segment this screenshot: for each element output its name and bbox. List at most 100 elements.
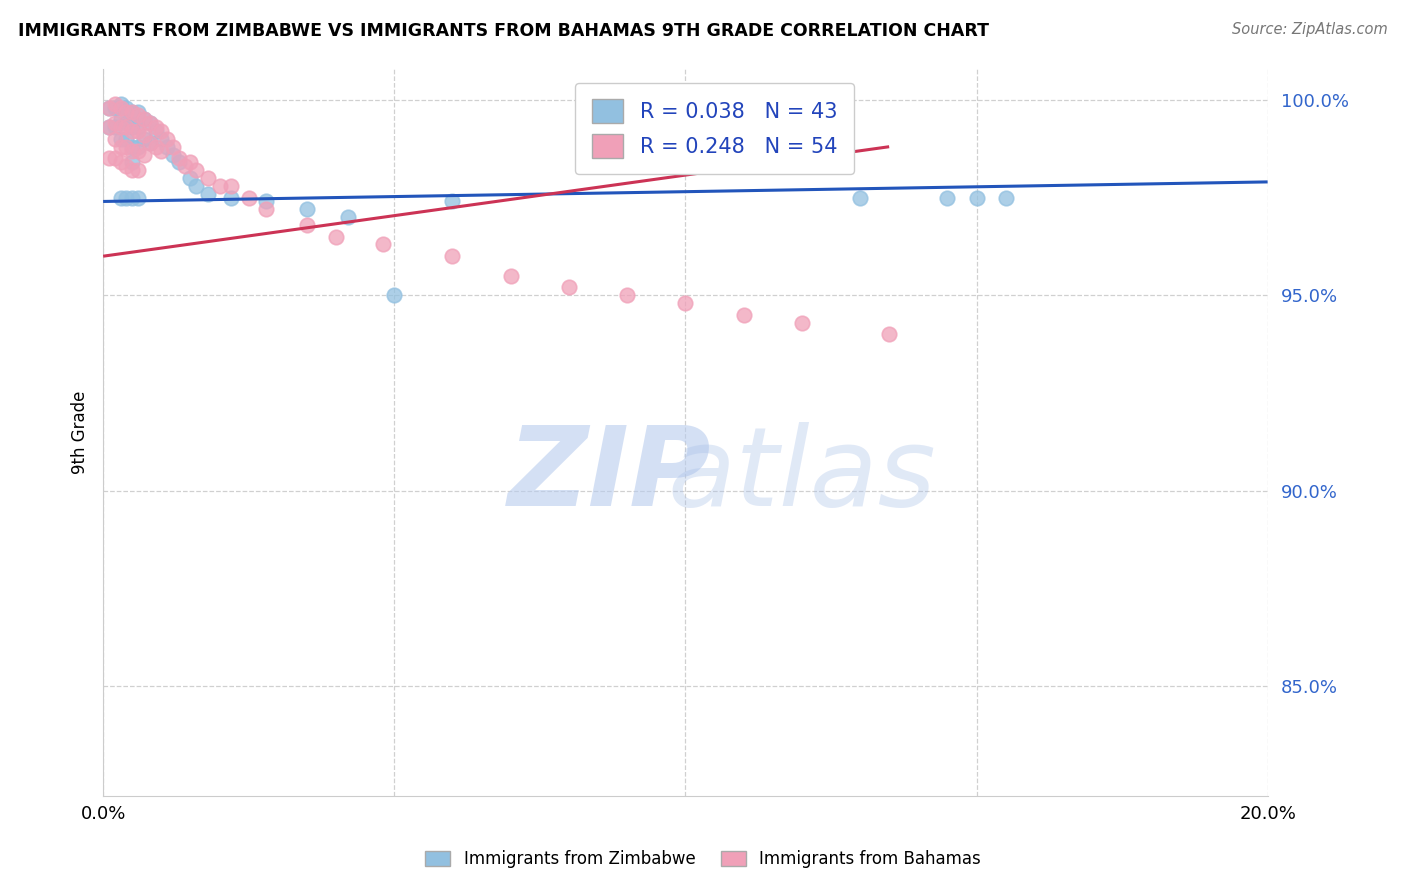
Point (145, 139, 167, 153)
Point (115, 159, 138, 173)
Point (441, 249, 464, 263)
Point (97, 120, 120, 135)
Point (179, 171, 201, 186)
Point (138, 116, 160, 130)
Point (936, 190, 959, 204)
Point (110, 101, 132, 115)
Point (156, 132, 179, 146)
Point (121, 124, 143, 138)
Point (97, 101, 120, 115)
Point (97, 120, 120, 135)
Point (790, 316, 813, 330)
Point (121, 104, 143, 119)
Point (127, 120, 149, 135)
Point (115, 104, 138, 119)
Point (132, 112, 155, 127)
Point (127, 104, 149, 119)
Point (121, 120, 143, 135)
Text: ZIP: ZIP (508, 422, 711, 529)
Point (97, 101, 120, 115)
Point (121, 163, 143, 178)
Point (219, 178, 242, 193)
Point (110, 120, 132, 135)
Point (127, 124, 149, 138)
Legend: Immigrants from Zimbabwe, Immigrants from Bahamas: Immigrants from Zimbabwe, Immigrants fro… (419, 844, 987, 875)
Point (208, 178, 231, 193)
Point (254, 202, 277, 217)
Point (162, 147, 184, 161)
Point (186, 163, 208, 178)
Point (254, 194, 277, 209)
Point (115, 190, 138, 204)
Point (138, 136, 160, 150)
Point (382, 288, 405, 302)
Point (145, 120, 167, 135)
Point (104, 101, 127, 115)
Point (110, 112, 132, 127)
Point (441, 194, 464, 209)
Text: Source: ZipAtlas.com: Source: ZipAtlas.com (1232, 22, 1388, 37)
Point (219, 190, 242, 204)
Point (733, 308, 755, 322)
Point (167, 155, 190, 169)
Point (127, 144, 149, 158)
Point (104, 116, 127, 130)
Point (138, 116, 160, 130)
Point (371, 237, 394, 252)
Point (179, 155, 201, 169)
Point (132, 147, 155, 161)
Point (325, 229, 347, 244)
Point (558, 280, 581, 294)
Point (115, 132, 138, 146)
Point (110, 132, 132, 146)
Point (173, 159, 195, 173)
Point (127, 108, 149, 122)
Y-axis label: 9th Grade: 9th Grade (72, 391, 89, 474)
Point (673, 296, 696, 310)
Point (110, 190, 132, 204)
Point (104, 96, 127, 111)
Point (121, 155, 143, 169)
Point (145, 124, 167, 138)
Point (849, 190, 872, 204)
Point (150, 144, 173, 158)
Point (295, 202, 318, 217)
Point (115, 101, 138, 115)
Point (110, 155, 132, 169)
Point (132, 128, 155, 142)
Point (132, 112, 155, 127)
Point (110, 139, 132, 153)
Point (127, 163, 149, 178)
Point (162, 139, 184, 153)
Point (616, 288, 638, 302)
Point (295, 218, 318, 232)
Point (104, 132, 127, 146)
Legend: R = 0.038   N = 43, R = 0.248   N = 54: R = 0.038 N = 43, R = 0.248 N = 54 (575, 83, 853, 175)
Point (336, 210, 359, 224)
Point (197, 171, 219, 186)
Point (499, 268, 522, 283)
Point (127, 139, 149, 153)
Point (238, 190, 260, 204)
Text: IMMIGRANTS FROM ZIMBABWE VS IMMIGRANTS FROM BAHAMAS 9TH GRADE CORRELATION CHART: IMMIGRANTS FROM ZIMBABWE VS IMMIGRANTS F… (18, 22, 990, 40)
Point (104, 152, 127, 166)
Point (97, 152, 120, 166)
Point (110, 96, 132, 111)
Point (138, 136, 160, 150)
Point (121, 144, 143, 158)
Point (167, 152, 190, 166)
Text: atlas: atlas (668, 422, 936, 529)
Point (994, 190, 1017, 204)
Point (127, 190, 149, 204)
Point (150, 124, 173, 138)
Point (150, 132, 173, 146)
Point (186, 178, 208, 193)
Point (121, 190, 143, 204)
Point (115, 116, 138, 130)
Point (156, 139, 179, 153)
Point (132, 132, 155, 146)
Point (115, 120, 138, 135)
Point (121, 139, 143, 153)
Point (197, 186, 219, 201)
Point (877, 327, 900, 342)
